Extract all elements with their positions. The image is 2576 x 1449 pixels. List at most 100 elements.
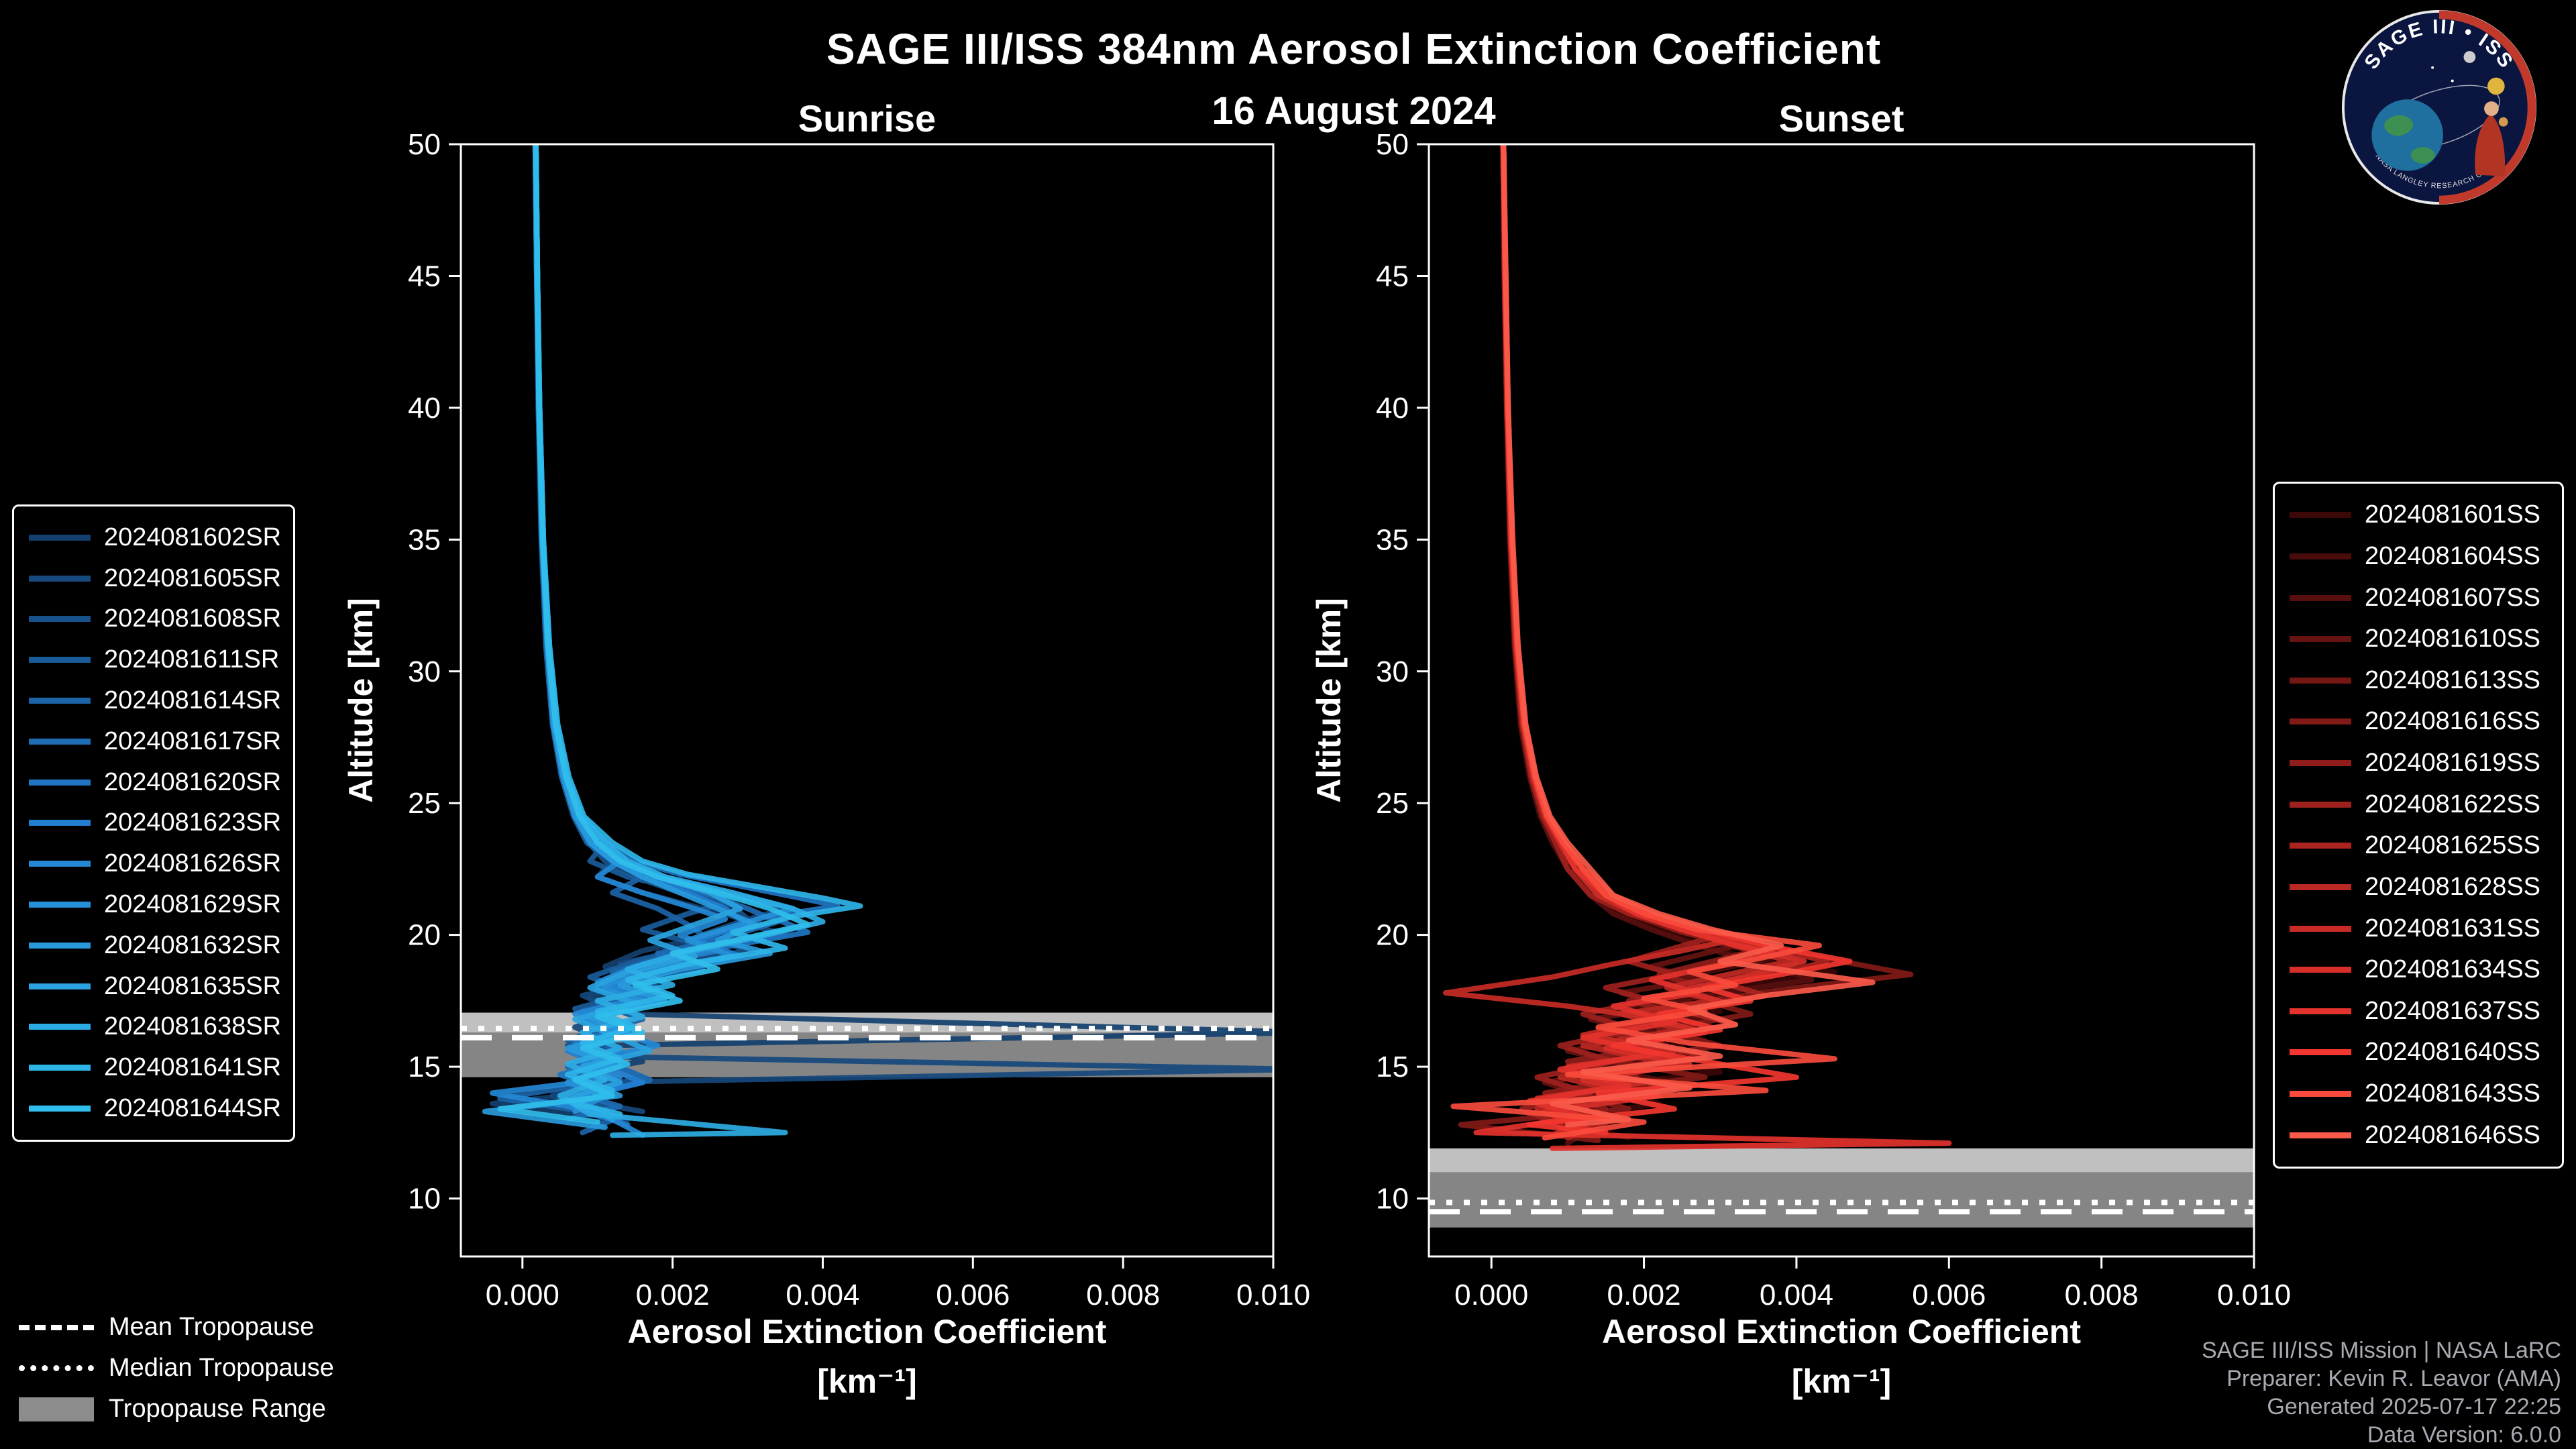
legend-line-swatch — [29, 575, 91, 582]
legend-line-swatch — [29, 983, 91, 989]
legend-label: 2024081616SS — [2365, 707, 2541, 736]
tropopause-legend-label: Mean Tropopause — [109, 1313, 315, 1341]
legend-line-swatch — [2290, 883, 2351, 890]
legend-label: 2024081643SS — [2365, 1079, 2541, 1108]
x-tick-label: 0.000 — [486, 1279, 559, 1311]
legend-label: 2024081628SS — [2365, 872, 2541, 901]
series-group — [482, 144, 1273, 1138]
legend-item: 2024081631SS — [2290, 909, 2547, 948]
legend-item: 2024081617SR — [29, 722, 281, 761]
x-tick-label: 0.006 — [1912, 1279, 1986, 1311]
sunrise-legend: 2024081602SR 2024081605SR 2024081608SR 2024… — [12, 504, 295, 1142]
legend-item: 2024081622SS — [2290, 785, 2547, 824]
legend-line-swatch — [29, 616, 91, 623]
legend-label: 2024081626SR — [104, 849, 282, 878]
earth-icon — [2371, 99, 2443, 171]
legend-line-swatch — [2290, 1008, 2351, 1014]
legend-label: 2024081631SS — [2365, 914, 2541, 943]
legend-item: 2024081608SR — [29, 600, 282, 639]
profile-line-2024081646SS — [1501, 144, 1876, 1128]
legend-item: 2024081646SS — [2290, 1116, 2547, 1155]
star — [2431, 66, 2434, 69]
sunrise-panel: 10 15 20 25 30 35 40 45 50 0.000 0.002 0.004 0.006 0.… — [342, 97, 1310, 1400]
legend-item: 2024081625SS — [2290, 826, 2547, 865]
legend-line-swatch — [29, 534, 91, 541]
legend-label: 2024081610SS — [2365, 625, 2541, 653]
legend-label: 2024081646SS — [2365, 1120, 2541, 1149]
x-tick-label: 0.008 — [2065, 1279, 2139, 1311]
x-axis-label: Aerosol Extinction Coefficient — [628, 1313, 1107, 1350]
x-tick-label: 0.006 — [936, 1279, 1010, 1311]
y-tick-label: 40 — [408, 392, 441, 425]
legend-line-swatch — [29, 1024, 91, 1030]
y-tick-label: 35 — [1376, 523, 1409, 556]
legend-label: 2024081620SR — [104, 767, 282, 796]
legend-label: 2024081602SR — [104, 523, 282, 551]
tropopause-legend-item: Mean Tropopause — [19, 1307, 334, 1348]
earth-land — [2410, 147, 2435, 164]
profile-line-2024081644SR — [497, 144, 811, 1125]
credits-block: SAGE III/ISS Mission | NASA LaRC Prepare… — [2202, 1336, 2561, 1449]
legend-item: 2024081638SR — [29, 1008, 282, 1046]
earth-land — [2384, 115, 2414, 136]
y-tick-label: 45 — [1376, 260, 1409, 292]
legend-line-swatch — [2290, 1132, 2351, 1138]
star — [2451, 79, 2454, 83]
profile-line-2024081629SR — [533, 144, 796, 1114]
planet-icon — [2498, 117, 2508, 127]
legend-item: 2024081619SS — [2290, 744, 2547, 783]
legend-label: 2024081635SR — [104, 971, 282, 1000]
y-tick-label: 35 — [408, 523, 441, 556]
legend-label: 2024081608SR — [104, 604, 282, 633]
profile-line-2024081638SR — [533, 144, 826, 1138]
sun-icon — [2487, 77, 2505, 95]
legend-label: 2024081629SR — [104, 890, 282, 919]
figure-title: SAGE III/ISS 384nm Aerosol Extinction Co… — [826, 25, 1882, 73]
axes-box — [1428, 143, 2255, 1258]
legend-label: 2024081607SS — [2365, 583, 2541, 612]
credit-line: SAGE III/ISS Mission | NASA LaRC — [2201, 1338, 2561, 1363]
y-axis-label: Altitude [km] — [342, 598, 380, 803]
legend-item: 2024081611SR — [29, 641, 280, 680]
axes-box — [460, 143, 1275, 1258]
x-tick-label: 0.002 — [636, 1279, 710, 1311]
credit-line: Preparer: Kevin R. Leavor (AMA) — [2226, 1366, 2561, 1391]
legend-label: 2024081638SR — [104, 1012, 282, 1041]
legend-item: 2024081610SS — [2290, 620, 2547, 659]
legend-label: 2024081632SR — [104, 930, 282, 959]
legend-item: 2024081613SS — [2290, 661, 2547, 700]
y-tick-label: 25 — [1376, 787, 1409, 820]
legend-line-swatch — [29, 1106, 91, 1112]
x-tick-label: 0.004 — [1760, 1279, 1833, 1311]
legend-label: 2024081605SR — [104, 564, 282, 592]
sunset-legend: 2024081601SS 2024081604SS 2024081607SS 2024… — [2273, 482, 2564, 1169]
legend-label: 2024081613SS — [2365, 665, 2541, 694]
tropopause-legend-label: Median Tropopause — [109, 1354, 334, 1382]
legend-line-swatch — [2290, 594, 2351, 601]
y-axis-label: Altitude [km] — [1310, 598, 1348, 803]
x-tick-label: 0.010 — [2217, 1279, 2291, 1311]
legend-line-swatch — [2290, 512, 2351, 519]
legend-item: 2024081628SS — [2290, 867, 2547, 906]
legend-item: 2024081640SS — [2290, 1033, 2547, 1072]
y-tick-label: 20 — [1376, 919, 1409, 952]
legend-item: 2024081643SS — [2290, 1075, 2547, 1114]
legend-line-swatch — [29, 657, 91, 663]
legend-line-swatch — [2290, 553, 2351, 559]
sage-iss-logo: SAGE III • ISS NASA LANGLEY RESEARCH CEN… — [2341, 9, 2537, 205]
legend-item: 2024081637SS — [2290, 991, 2547, 1030]
x-tick-label: 0.004 — [786, 1279, 859, 1311]
series-group — [1443, 144, 1952, 1151]
legend-label: 2024081623SR — [104, 808, 282, 837]
legend-label: 2024081611SR — [104, 645, 280, 674]
legend-item: 2024081629SR — [29, 885, 282, 924]
legend-line-swatch — [29, 1065, 91, 1071]
y-tick-label: 25 — [408, 787, 441, 820]
y-tick-label: 20 — [408, 919, 441, 952]
legend-item: 2024081607SS — [2290, 578, 2547, 617]
legend-line-swatch — [29, 861, 91, 867]
legend-label: 2024081601SS — [2365, 500, 2541, 529]
legend-item: 2024081644SR — [29, 1089, 281, 1128]
legend-line-swatch — [29, 779, 91, 786]
tropopause-range-band-light — [1429, 1148, 2254, 1173]
